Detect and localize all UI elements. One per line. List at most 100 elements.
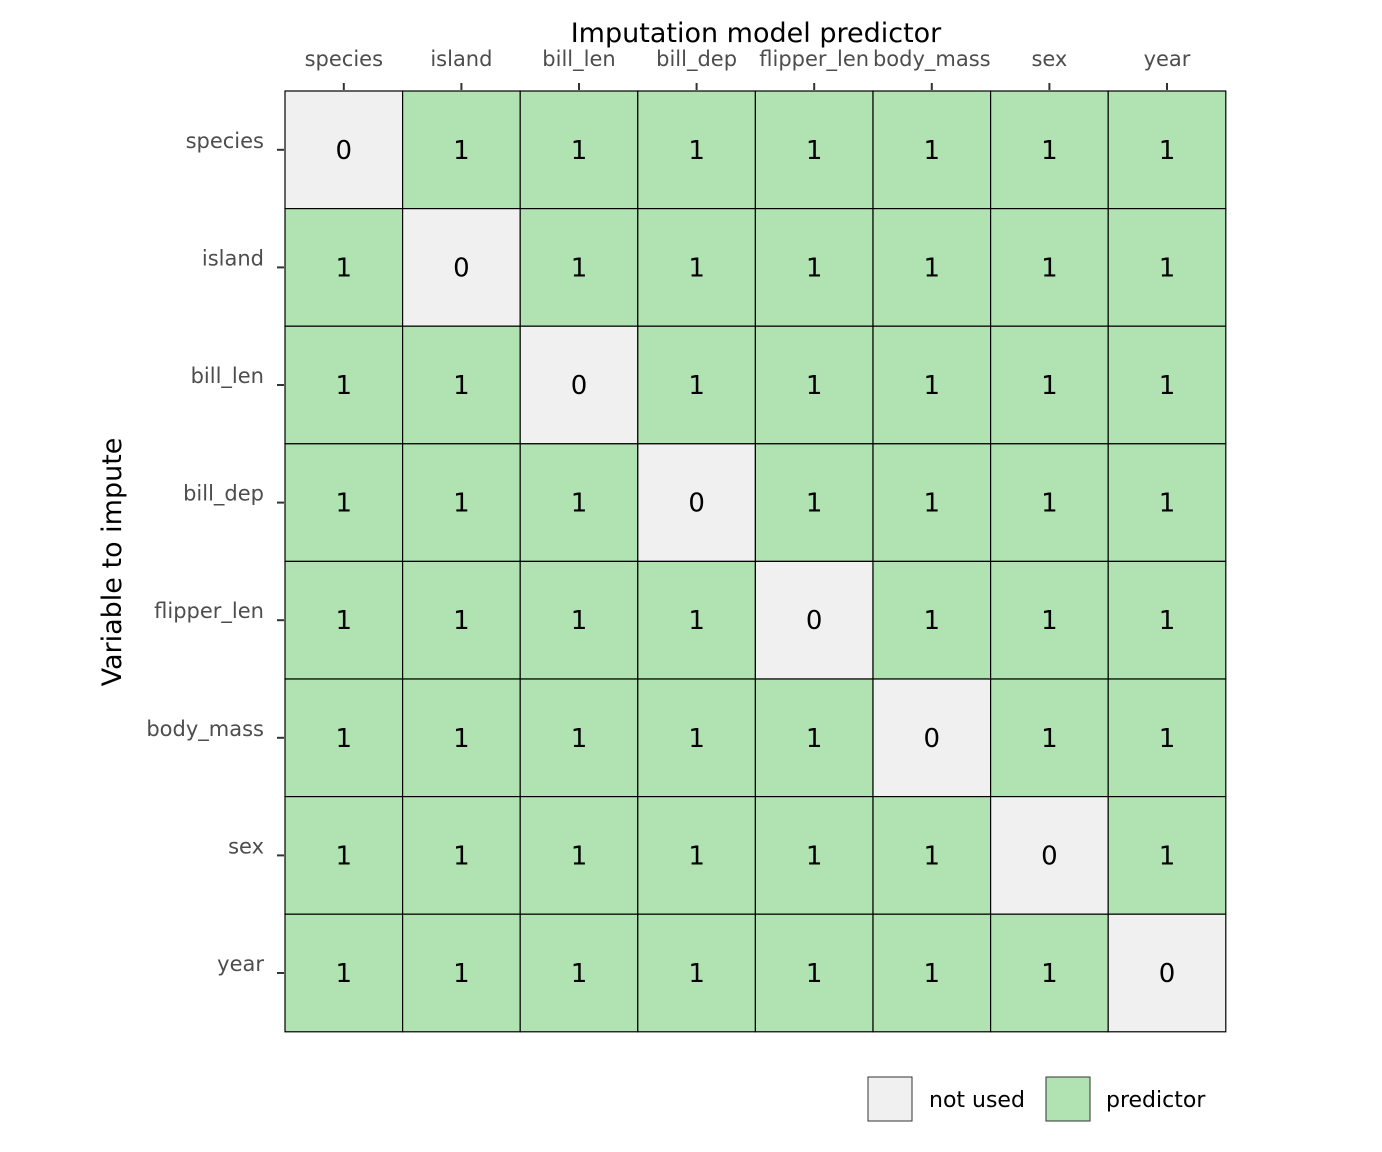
heatmap-cell	[989, 560, 1109, 680]
cell-value-label: 1	[336, 841, 353, 871]
cell-value-label: 1	[1159, 841, 1176, 871]
legend-label: predictor	[1106, 1088, 1206, 1113]
heatmap-cell	[402, 443, 521, 562]
heatmap-cell	[754, 208, 874, 327]
x-tick-label: flipper_len	[759, 47, 869, 72]
cell-value-label: 1	[1159, 606, 1176, 636]
cell-value-label: 1	[806, 136, 823, 166]
cell-value-label: 1	[336, 489, 353, 519]
y-tick-label: sex	[228, 834, 264, 858]
cell-value-label: 1	[924, 136, 941, 166]
y-tick-label: species	[186, 129, 264, 153]
heatmap-cell	[637, 795, 756, 915]
heatmap-cell	[637, 325, 756, 445]
heatmap-cell	[284, 90, 404, 210]
cell-value-label: 1	[688, 959, 705, 989]
heatmap-cell	[872, 560, 992, 680]
cell-value-label: 1	[924, 841, 941, 871]
cell-value-label: 1	[336, 959, 353, 989]
heatmap-cell	[519, 913, 639, 1033]
cell-value-label: 1	[336, 606, 353, 636]
heatmap-cell	[872, 325, 992, 445]
y-axis: species island bill_len bill_dep flipper_len…	[146, 129, 284, 976]
cell-value-label: 1	[1041, 489, 1058, 519]
heatmap-cell	[989, 795, 1109, 915]
cell-value-label: 1	[1041, 959, 1058, 989]
cell-value-label: 1	[571, 959, 588, 989]
y-tick-label: body_mass	[146, 717, 264, 742]
heatmap-cell	[754, 913, 874, 1033]
cell-value-label: 0	[336, 136, 353, 166]
cell-value-label: 1	[571, 489, 588, 519]
heatmap-cell	[637, 208, 756, 327]
cell-value-label: 1	[453, 959, 470, 989]
y-tick-label: bill_dep	[183, 482, 264, 507]
cell-value-label: 1	[571, 841, 588, 871]
heatmap-cell	[519, 560, 639, 680]
heatmap-cell	[1107, 678, 1227, 798]
heatmap-cell	[989, 443, 1109, 562]
heatmap-cell	[637, 913, 756, 1033]
cell-value-label: 1	[688, 253, 705, 283]
heatmap-cell	[402, 795, 521, 915]
cell-value-label: 1	[336, 371, 353, 401]
cell-value-label: 1	[1159, 253, 1176, 283]
heatmap-cell	[637, 560, 756, 680]
heatmap-cell	[872, 678, 992, 798]
heatmap-cell	[402, 208, 521, 327]
heatmap-cell	[872, 913, 992, 1033]
heatmap-cell	[519, 443, 639, 562]
cell-value-label: 1	[571, 253, 588, 283]
cell-value-label: 1	[806, 253, 823, 283]
cell-value-label: 0	[571, 371, 588, 401]
cell-value-label: 1	[453, 841, 470, 871]
heatmap-cell	[1107, 208, 1227, 327]
cell-value-label: 1	[806, 724, 823, 754]
cell-value-label: 1	[1159, 489, 1176, 519]
heatmap-cell	[519, 208, 639, 327]
y-tick-label: island	[202, 246, 264, 270]
heatmap-cell	[402, 325, 521, 445]
heatmap-cell	[754, 678, 874, 798]
cell-value-label: 1	[1159, 724, 1176, 754]
cell-value-label: 1	[688, 724, 705, 754]
x-tick-label: species	[305, 47, 383, 71]
y-tick-label: flipper_len	[154, 599, 264, 624]
heatmap-cell	[284, 208, 404, 327]
heatmap-cell	[754, 90, 874, 210]
cell-value-label: 1	[688, 606, 705, 636]
x-tick-label: sex	[1031, 47, 1067, 71]
cell-value-label: 1	[806, 371, 823, 401]
cell-value-label: 0	[688, 489, 705, 519]
cell-value-label: 1	[688, 841, 705, 871]
y-tick-label: bill_len	[191, 364, 264, 389]
heatmap-cell	[402, 678, 521, 798]
legend-label: not used	[929, 1088, 1025, 1113]
heatmap-cell	[637, 90, 756, 210]
cell-value-label: 1	[924, 606, 941, 636]
cell-value-label: 1	[453, 489, 470, 519]
heatmap-cell	[637, 443, 756, 562]
heatmap-cell	[284, 795, 404, 915]
heatmap-cell	[872, 90, 992, 210]
cell-value-label: 1	[336, 253, 353, 283]
cell-value-label: 1	[571, 136, 588, 166]
cell-value-label: 1	[1041, 606, 1058, 636]
cell-value-label: 1	[1041, 253, 1058, 283]
heatmap-cell	[872, 208, 992, 327]
heatmap-cell	[1107, 443, 1227, 562]
heatmap-cell	[284, 913, 404, 1033]
heatmap-cell	[1107, 795, 1227, 915]
heatmap-cell	[989, 208, 1109, 327]
cell-value-label: 1	[453, 136, 470, 166]
heatmap-cell	[284, 678, 404, 798]
cell-value-label: 1	[688, 136, 705, 166]
heatmap-cell	[754, 325, 874, 445]
y-axis-title: Variable to impute	[97, 438, 128, 687]
legend-key	[1045, 1076, 1091, 1122]
x-tick-label: bill_dep	[656, 47, 737, 72]
heatmap-cell	[754, 795, 874, 915]
cell-value-label: 1	[453, 724, 470, 754]
heatmap-cells: 0 1 1 1 1 1 1 1 1 0 1 1 1 1 1 1 1 1 0 1 1 1 1 1 1 1 1 0 1 1 1 1 1 1 1 1 0 1 1 1…	[284, 90, 1227, 1033]
